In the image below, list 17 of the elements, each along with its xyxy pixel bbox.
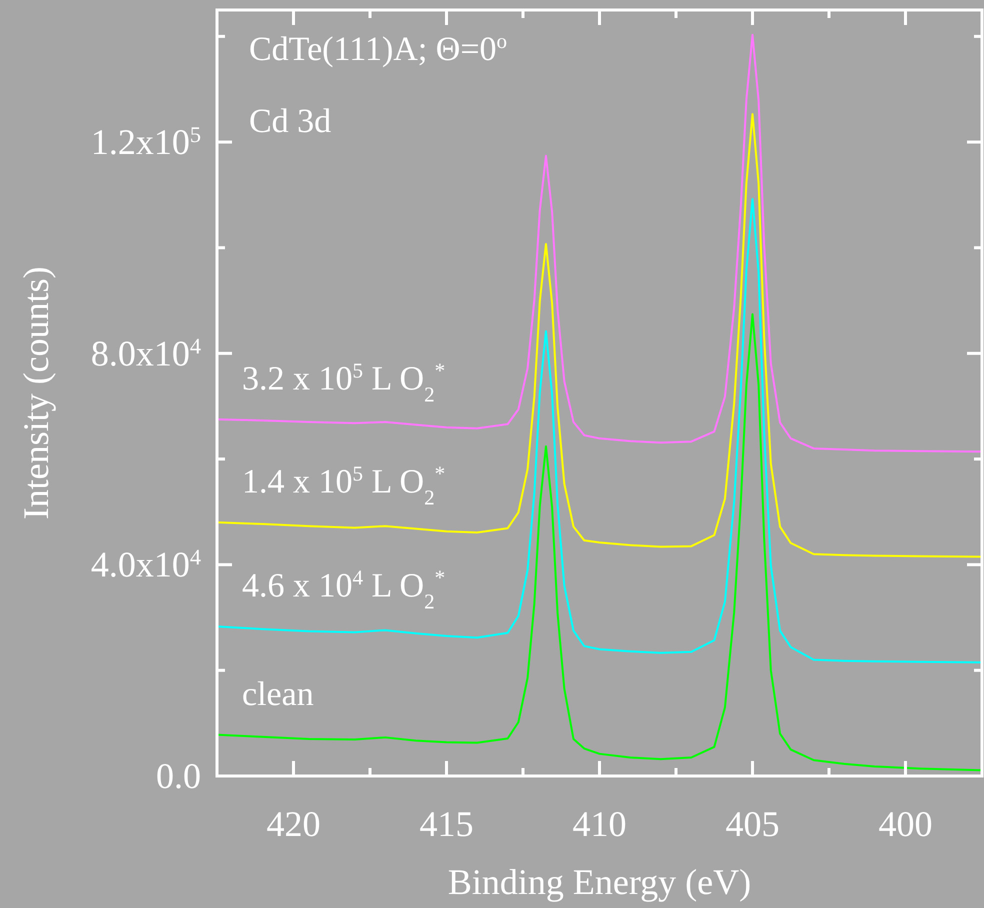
line-series bbox=[216, 198, 983, 664]
annotation: Cd 3d bbox=[249, 103, 332, 140]
x-tick-label: 415 bbox=[420, 804, 474, 844]
line-series bbox=[216, 313, 983, 772]
y-tick-label: 1.2x10$^{5}$ bbox=[90, 122, 201, 162]
line-series bbox=[216, 34, 983, 453]
x-axis-title: Binding Energy (eV) bbox=[448, 862, 752, 902]
y-tick-label: 8.0x10$^{4}$ bbox=[90, 332, 201, 374]
x-tick-label: 410 bbox=[572, 804, 626, 844]
y-tick-label: 0.0 bbox=[156, 756, 201, 796]
y-axis-title: Intensity (counts) bbox=[16, 266, 56, 520]
y-tick-label: 4.0x10$^{4}$ bbox=[90, 544, 201, 585]
series-label: clean bbox=[242, 676, 314, 713]
x-tick-label: 400 bbox=[878, 804, 932, 844]
x-tick-label: 405 bbox=[726, 804, 780, 844]
annotation: CdTe(111)A; Θ=0$^{o}$ bbox=[249, 29, 508, 68]
x-tick-label: 420 bbox=[266, 804, 320, 844]
